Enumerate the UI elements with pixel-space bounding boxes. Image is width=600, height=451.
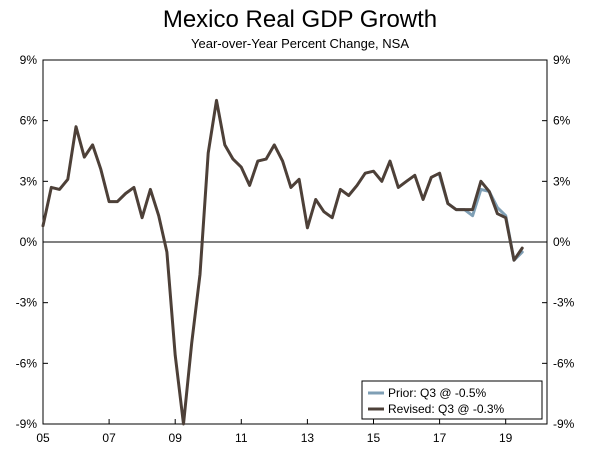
y-tick-label-right: -9% [553,417,575,431]
x-tick-label: 11 [235,431,248,445]
y-tick-label-right: 9% [553,53,571,67]
y-tick-label-left: 9% [20,53,38,67]
y-tick-label-left: 0% [20,235,38,249]
y-tick-label-right: -6% [553,356,575,370]
chart-subtitle: Year-over-Year Percent Change, NSA [191,36,409,51]
x-tick-label: 07 [102,431,116,445]
y-tick-label-right: 6% [553,114,571,128]
x-tick-label: 17 [433,431,447,445]
y-tick-label-right: -3% [553,296,575,310]
y-tick-label-right: 0% [553,235,571,249]
legend-label: Revised: Q3 @ -0.3% [388,402,505,416]
y-tick-label-left: 6% [20,114,38,128]
x-tick-label: 15 [367,431,381,445]
y-tick-label-right: 3% [553,174,571,188]
series-line-prior [438,173,524,262]
series-line-revised [41,98,524,426]
chart-title: Mexico Real GDP Growth [162,6,438,33]
x-tick-label: 05 [36,431,50,445]
legend-box [361,380,543,420]
y-tick-label-left: -9% [16,417,38,431]
y-tick-label-left: -3% [16,296,38,310]
x-tick-label: 19 [499,431,513,445]
legend-label: Prior: Q3 @ -0.5% [388,386,487,400]
y-tick-label-left: -6% [16,356,38,370]
x-tick-label: 09 [169,431,183,445]
y-tick-label-left: 3% [20,174,38,188]
x-tick-label: 13 [301,431,315,445]
